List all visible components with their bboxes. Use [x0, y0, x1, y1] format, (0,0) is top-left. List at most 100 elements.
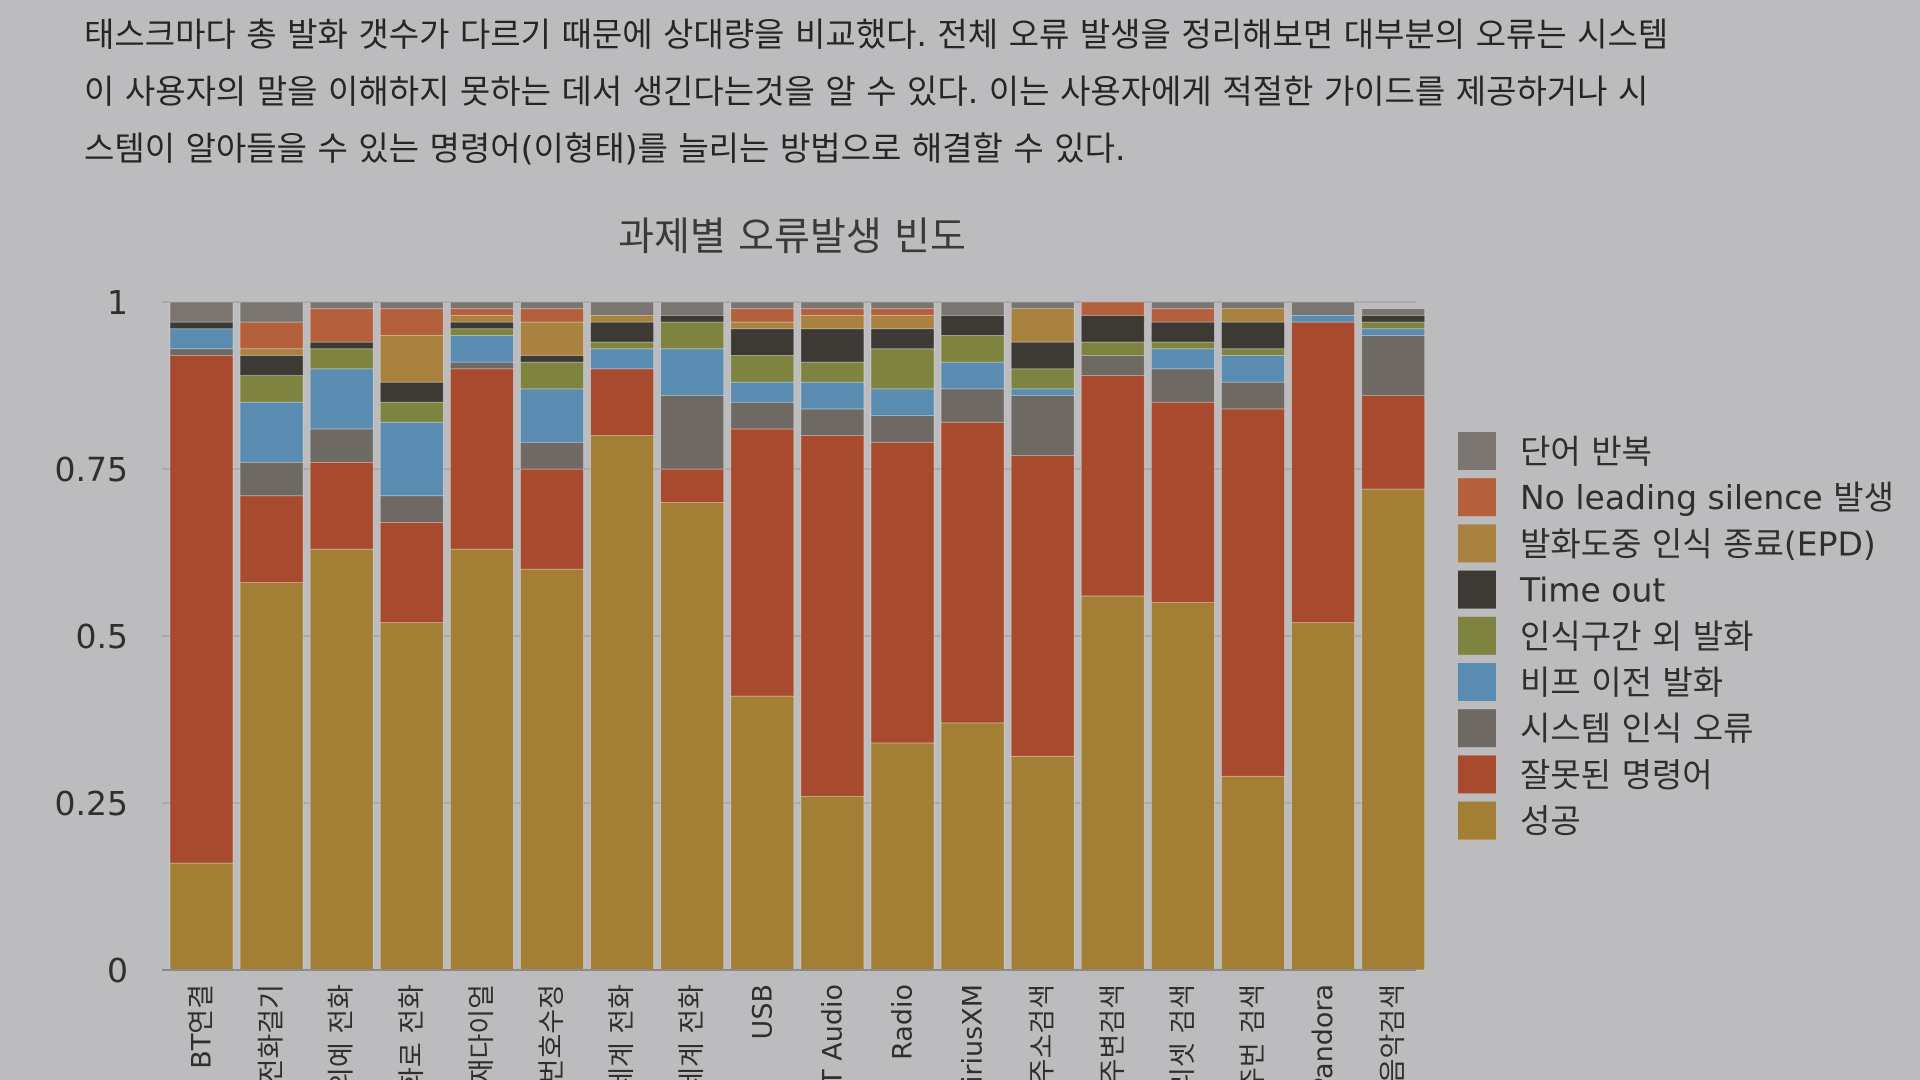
- bar-segment: [870, 308, 935, 316]
- bar-segment: [309, 341, 374, 350]
- bar-segment: [1151, 368, 1215, 403]
- bar-segment: [309, 461, 374, 550]
- legend-label: 인식구간 외 발화: [1520, 617, 1754, 656]
- legend-swatch: [1458, 755, 1496, 794]
- legend-label: No leading silence 발생: [1520, 478, 1894, 517]
- legend-label: 잘못된 명령어: [1520, 755, 1713, 794]
- bar-segment: [239, 301, 304, 323]
- bar-segment: [940, 388, 1005, 423]
- bar-segment: [1361, 314, 1426, 323]
- bar-segment: [590, 314, 654, 323]
- x-axis-labels: BT연결 전화걸기 의예 전화 통화로 전화 재다이얼 번호수정 세계 전화 세계 전화 USB…: [187, 984, 1410, 1080]
- legend-swatch: [1458, 478, 1496, 517]
- bar-segment: [1361, 334, 1426, 396]
- bar-segment: [590, 368, 654, 436]
- bar-segment: [940, 421, 1005, 724]
- bar-segment: [1010, 368, 1075, 390]
- bar-segment: [520, 568, 584, 971]
- bar-segment: [1221, 301, 1285, 310]
- bar-segment: [1151, 341, 1215, 350]
- bar-segment: [730, 301, 795, 310]
- bar-segment: [309, 308, 374, 343]
- bar-segment: [1291, 301, 1355, 316]
- legend-swatch: [1458, 524, 1496, 563]
- bar-segment: [590, 435, 654, 971]
- bar-segment: [309, 548, 374, 971]
- legend-swatch: [1458, 616, 1496, 655]
- bar-segment: [870, 301, 935, 310]
- x-tick-label: Pandora: [1308, 984, 1339, 1080]
- bar-stack: [520, 301, 584, 971]
- bar-segment: [1010, 301, 1075, 310]
- bar-segment: [1291, 321, 1355, 624]
- bar-segment: [1221, 308, 1285, 323]
- x-tick-label: T Audio: [817, 984, 848, 1080]
- bar-segment: [1010, 341, 1075, 370]
- bar-segment: [940, 361, 1005, 390]
- bar-segment: [1010, 455, 1075, 757]
- bar-segment: [590, 341, 654, 350]
- bar-stack: [379, 301, 444, 971]
- bar-segment: [800, 308, 865, 316]
- bar-segment: [940, 722, 1005, 971]
- bar-segment: [1080, 355, 1145, 376]
- bar-segment: [870, 415, 935, 443]
- intro-text: 태스크마다 총 발화 갯수가 다르기 때문에 상대량을 비교했다. 전체 오류 …: [84, 6, 1784, 177]
- bar-segment: [730, 695, 795, 971]
- bar-segment: [1361, 328, 1426, 336]
- bar-segment: [730, 321, 795, 330]
- bar-stack: [1361, 308, 1426, 971]
- bar-segment: [169, 355, 234, 864]
- bar-stack: [1010, 301, 1075, 971]
- bar-segment: [520, 388, 584, 443]
- bar-segment: [800, 795, 865, 971]
- bar-segment: [520, 361, 584, 390]
- bar-segment: [449, 314, 514, 323]
- bar-segment: [730, 308, 795, 323]
- bar-segment: [590, 321, 654, 343]
- bar-segment: [379, 334, 444, 383]
- bar-segment: [449, 308, 514, 316]
- bar-stack: [309, 301, 374, 971]
- x-tick-label: 전화걸기: [257, 984, 288, 1080]
- legend-label: 단어 반복: [1520, 432, 1652, 471]
- bar-segment: [940, 314, 1005, 336]
- bar-segment: [239, 582, 304, 971]
- bar-segment: [940, 334, 1005, 363]
- bar-segment: [1010, 308, 1075, 343]
- bar-segment: [309, 348, 374, 370]
- bar-segment: [1221, 775, 1285, 971]
- bar-segment: [1361, 395, 1426, 490]
- bar-stack: [800, 301, 865, 971]
- x-tick-label: 주번 검색: [1238, 984, 1269, 1080]
- bar-segment: [590, 301, 654, 316]
- chart-title: 과제별 오류발생 빈도: [618, 215, 966, 260]
- bar-segment: [660, 314, 725, 323]
- bar-segment: [169, 862, 234, 971]
- bar-segment: [449, 321, 514, 330]
- bar-segment: [800, 301, 865, 310]
- bar-segment: [590, 348, 654, 370]
- bar-segment: [379, 301, 444, 310]
- bar-segment: [309, 301, 374, 310]
- intro-line-3: 스템이 알아들을 수 있는 명령어(이형태)를 늘리는 방법으로 해결할 수 있…: [84, 129, 1126, 168]
- bar-segment: [730, 401, 795, 430]
- legend-swatch: [1458, 432, 1496, 470]
- bar-stack: [239, 301, 304, 971]
- x-tick-label: USB: [747, 984, 778, 1039]
- bar-stack: [940, 301, 1005, 971]
- bar-segment: [1221, 381, 1285, 410]
- bar-segment: [870, 742, 935, 971]
- bar-segment: [449, 548, 514, 971]
- bar-segment: [520, 441, 584, 470]
- legend-swatch: [1458, 801, 1496, 840]
- bar-segment: [239, 321, 304, 350]
- bar-segment: [1221, 355, 1285, 383]
- bars: [169, 301, 1426, 971]
- bar-segment: [1291, 622, 1355, 971]
- bar-segment: [239, 495, 304, 583]
- bar-stack: [730, 301, 795, 971]
- bar-segment: [1151, 321, 1215, 343]
